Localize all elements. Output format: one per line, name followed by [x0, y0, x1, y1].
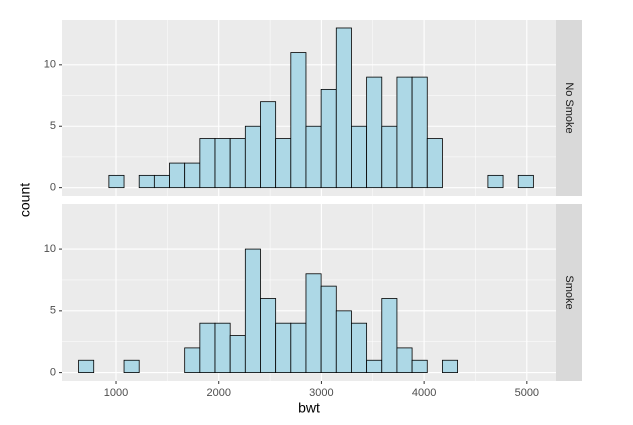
x-axis-title: bwt	[298, 400, 320, 416]
bar	[517, 174, 534, 189]
bar	[411, 76, 428, 189]
bar	[320, 88, 337, 189]
bar	[351, 322, 368, 374]
bar	[199, 138, 216, 189]
strip-background	[556, 204, 582, 381]
bar	[396, 76, 413, 189]
y-tick-label: 0	[50, 367, 56, 379]
bar	[396, 347, 413, 374]
y-tick-label: 5	[50, 305, 56, 317]
bar	[366, 359, 383, 374]
bar	[260, 101, 277, 189]
bar	[335, 310, 352, 374]
bar	[244, 125, 261, 189]
bar	[426, 138, 443, 189]
strip-background	[556, 20, 582, 196]
y-tick-label: 0	[50, 182, 56, 194]
y-tick-label: 5	[50, 120, 56, 132]
bar	[305, 125, 322, 189]
bar	[305, 273, 322, 374]
bar	[320, 285, 337, 374]
y-tick-label: 10	[44, 59, 56, 71]
bar	[275, 138, 292, 189]
x-tick-label: 4000	[412, 387, 436, 399]
bar	[153, 174, 170, 189]
bar	[229, 138, 246, 189]
bar	[260, 298, 277, 374]
bar	[184, 347, 201, 374]
bar	[199, 322, 216, 374]
bar	[108, 174, 125, 189]
bar	[381, 125, 398, 189]
bar	[78, 359, 95, 374]
x-tick-label: 3000	[309, 387, 333, 399]
x-tick-label: 5000	[515, 387, 539, 399]
bar	[229, 335, 246, 374]
bar	[335, 27, 352, 189]
bar	[138, 174, 155, 189]
bar	[123, 359, 140, 374]
bar	[381, 298, 398, 374]
bar	[366, 76, 383, 189]
bar	[351, 125, 368, 189]
bar	[275, 322, 292, 374]
bar	[290, 52, 307, 189]
strip-label: No Smoke	[563, 82, 575, 133]
x-tick-label: 1000	[104, 387, 128, 399]
bar	[214, 322, 231, 374]
y-tick-label: 10	[44, 243, 56, 255]
bar	[169, 162, 186, 189]
x-tick-label: 2000	[206, 387, 230, 399]
bar	[442, 359, 458, 374]
bar	[290, 322, 307, 374]
y-axis-title: count	[17, 183, 33, 217]
bar	[244, 248, 261, 374]
bar	[184, 162, 201, 189]
bar	[487, 174, 504, 189]
bar	[411, 359, 428, 374]
bar	[214, 138, 231, 189]
strip-label: Smoke	[563, 275, 575, 309]
